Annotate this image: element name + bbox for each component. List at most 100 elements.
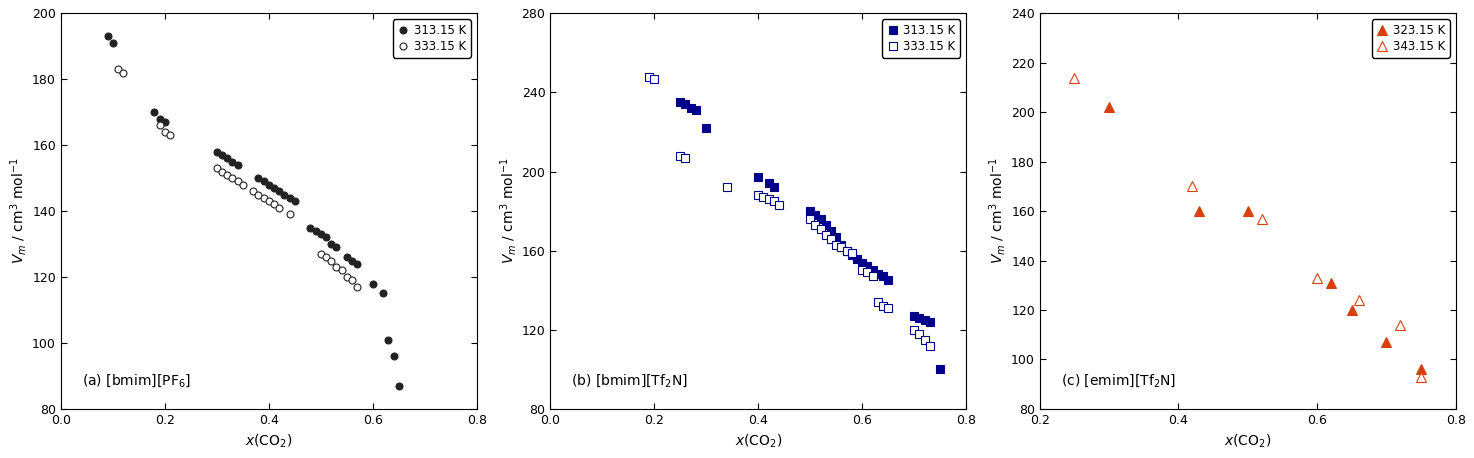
- 333.15 K: [874, 303, 892, 309]
- 313.15 K: [218, 156, 236, 161]
- 313.15 K: [224, 159, 242, 164]
- 333.15 K: [915, 337, 933, 343]
- Text: (c) [emim][Tf$_2$N]: (c) [emim][Tf$_2$N]: [1061, 372, 1176, 389]
- 333.15 K: [812, 226, 830, 232]
- 333.15 K: [755, 195, 772, 200]
- 333.15 K: [156, 129, 174, 135]
- 313.15 K: [697, 125, 715, 131]
- 313.15 K: [302, 225, 320, 230]
- 313.15 K: [323, 241, 340, 247]
- 313.15 K: [833, 242, 850, 247]
- 343.15 K: [1350, 297, 1368, 303]
- 313.15 K: [150, 116, 168, 121]
- 313.15 K: [817, 222, 834, 228]
- 313.15 K: [687, 108, 705, 113]
- 313.15 K: [749, 174, 766, 180]
- 333.15 K: [249, 192, 267, 197]
- 333.15 K: [265, 202, 283, 207]
- 333.15 K: [858, 270, 876, 275]
- 333.15 K: [323, 258, 340, 263]
- 333.15 K: [312, 251, 330, 256]
- 313.15 K: [827, 234, 845, 240]
- 313.15 K: [921, 319, 939, 325]
- 313.15 K: [276, 192, 293, 197]
- X-axis label: $x$(CO$_2$): $x$(CO$_2$): [245, 432, 292, 450]
- 313.15 K: [911, 315, 929, 321]
- 333.15 K: [870, 300, 887, 305]
- 313.15 K: [379, 337, 397, 343]
- Y-axis label: $V_m$ / cm$^3$ mol$^{-1}$: $V_m$ / cm$^3$ mol$^{-1}$: [9, 158, 29, 264]
- 333.15 K: [259, 198, 277, 204]
- 333.15 K: [771, 202, 789, 208]
- 313.15 K: [391, 383, 408, 388]
- Y-axis label: $V_m$ / cm$^3$ mol$^{-1}$: $V_m$ / cm$^3$ mol$^{-1}$: [988, 158, 1008, 264]
- X-axis label: $x$(CO$_2$): $x$(CO$_2$): [734, 432, 783, 450]
- 333.15 K: [672, 153, 690, 158]
- X-axis label: $x$(CO$_2$): $x$(CO$_2$): [1223, 432, 1272, 450]
- 323.15 K: [1191, 208, 1209, 214]
- 333.15 K: [317, 255, 335, 260]
- 313.15 K: [208, 149, 226, 154]
- 313.15 K: [259, 182, 277, 187]
- 313.15 K: [265, 185, 283, 191]
- 333.15 K: [348, 284, 366, 289]
- 333.15 K: [150, 123, 168, 128]
- 313.15 K: [812, 216, 830, 222]
- 333.15 K: [833, 244, 850, 250]
- 313.15 K: [874, 273, 892, 279]
- 343.15 K: [1391, 322, 1409, 327]
- 313.15 K: [327, 245, 345, 250]
- 313.15 K: [99, 33, 116, 39]
- 333.15 K: [843, 250, 861, 256]
- 313.15 K: [146, 109, 164, 115]
- 313.15 K: [870, 272, 887, 277]
- Line: 343.15 K: 343.15 K: [1070, 73, 1425, 382]
- 313.15 K: [858, 264, 876, 269]
- 323.15 K: [1100, 104, 1117, 110]
- 333.15 K: [822, 236, 840, 241]
- 313.15 K: [672, 99, 690, 105]
- 313.15 K: [270, 189, 287, 194]
- 343.15 K: [1184, 184, 1201, 189]
- 333.15 K: [749, 192, 766, 198]
- 313.15 K: [307, 228, 324, 234]
- 313.15 K: [843, 252, 861, 257]
- 333.15 K: [343, 278, 361, 283]
- 323.15 K: [1322, 280, 1340, 285]
- 333.15 K: [806, 222, 824, 228]
- 333.15 K: [817, 232, 834, 238]
- 333.15 K: [338, 274, 355, 280]
- 343.15 K: [1412, 374, 1430, 380]
- 333.15 K: [853, 267, 871, 273]
- 313.15 K: [348, 261, 366, 267]
- 313.15 K: [759, 180, 777, 186]
- 323.15 K: [1343, 307, 1361, 313]
- 333.15 K: [837, 248, 855, 253]
- 333.15 K: [802, 216, 820, 222]
- 313.15 K: [677, 102, 694, 107]
- 313.15 K: [385, 354, 402, 359]
- 343.15 K: [1066, 75, 1083, 80]
- 343.15 K: [1309, 275, 1327, 281]
- 313.15 K: [317, 234, 335, 240]
- Line: 313.15 K: 313.15 K: [677, 98, 943, 373]
- 323.15 K: [1238, 208, 1256, 214]
- 333.15 K: [718, 185, 736, 190]
- 343.15 K: [1253, 216, 1271, 221]
- 313.15 K: [864, 267, 881, 273]
- 333.15 K: [245, 189, 262, 194]
- 313.15 K: [280, 195, 298, 201]
- 333.15 K: [905, 327, 923, 333]
- Line: 323.15 K: 323.15 K: [1104, 103, 1425, 374]
- Line: 333.15 K: 333.15 K: [115, 66, 361, 290]
- 313.15 K: [156, 120, 174, 125]
- Y-axis label: $V_m$ / cm$^3$ mol$^{-1}$: $V_m$ / cm$^3$ mol$^{-1}$: [498, 158, 519, 264]
- 313.15 K: [286, 198, 304, 204]
- 333.15 K: [759, 196, 777, 202]
- 333.15 K: [333, 267, 351, 273]
- 333.15 K: [677, 155, 694, 160]
- 313.15 K: [214, 153, 231, 158]
- 313.15 K: [249, 175, 267, 181]
- Legend: 313.15 K, 333.15 K: 313.15 K, 333.15 K: [881, 19, 960, 58]
- 323.15 K: [1412, 366, 1430, 372]
